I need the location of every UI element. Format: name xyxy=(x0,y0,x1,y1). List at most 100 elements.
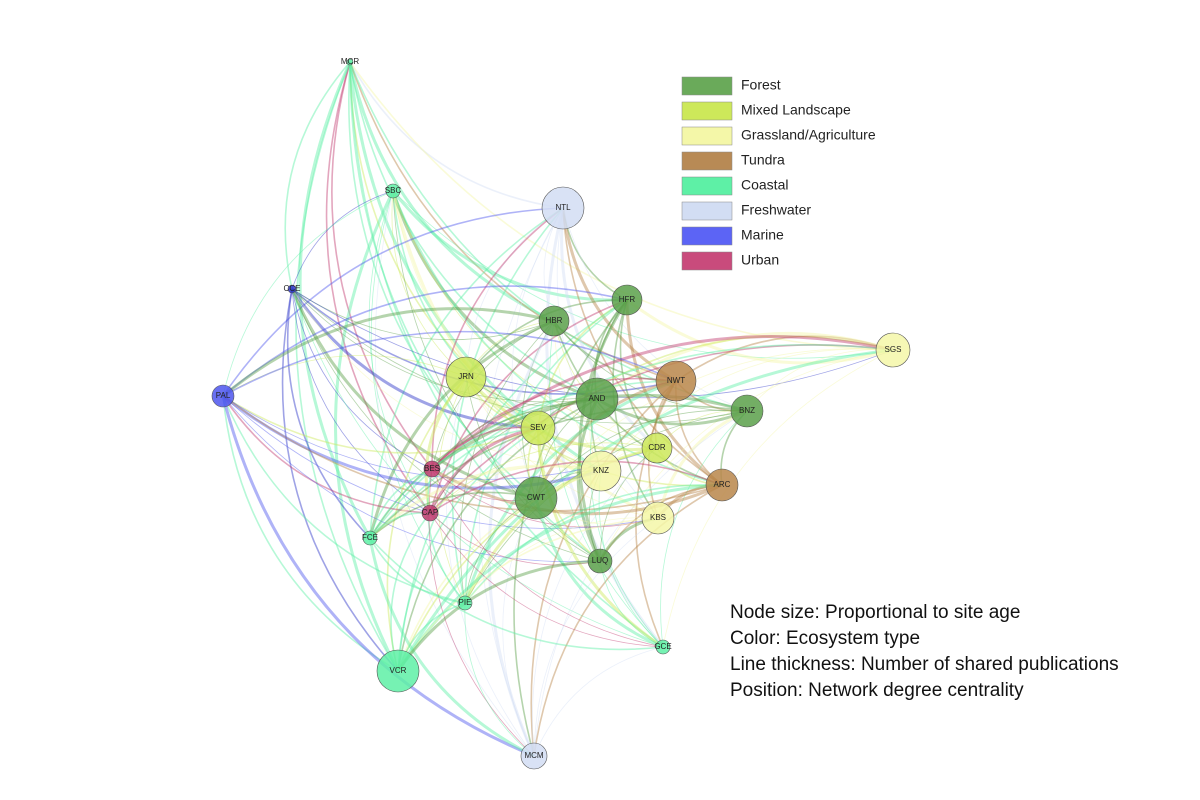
edge xyxy=(369,207,564,539)
edge xyxy=(675,335,894,382)
nodes: MCR SBC NTL CCE HFR HBR SGS JRN NWT AND PAL BNZ SEV C… xyxy=(211,57,911,770)
node xyxy=(287,284,297,294)
edge xyxy=(222,307,555,398)
edge xyxy=(502,497,537,757)
edge xyxy=(281,288,399,672)
edge xyxy=(612,299,659,519)
edge xyxy=(431,468,659,528)
edge xyxy=(530,380,677,757)
node-label: NTL xyxy=(555,203,571,212)
node xyxy=(611,284,643,316)
edge xyxy=(349,61,598,400)
edge xyxy=(222,395,399,672)
edge xyxy=(560,207,659,450)
node xyxy=(211,384,235,408)
edge xyxy=(397,427,539,672)
edge xyxy=(348,61,537,499)
legend-label: Tundra xyxy=(741,152,785,168)
edge xyxy=(429,299,628,514)
edge xyxy=(626,298,894,365)
edge xyxy=(291,288,602,472)
legend-swatch xyxy=(681,226,733,246)
node xyxy=(655,639,671,655)
edge xyxy=(349,61,564,209)
edge xyxy=(369,398,598,539)
edge xyxy=(465,376,659,519)
edge xyxy=(349,61,677,382)
node xyxy=(705,468,739,502)
edge xyxy=(561,207,677,383)
edge xyxy=(331,61,433,470)
edge xyxy=(429,344,894,514)
edge xyxy=(431,398,598,470)
node xyxy=(423,460,441,478)
edge xyxy=(222,354,467,397)
edges xyxy=(221,61,894,758)
legend-label: Forest xyxy=(741,77,781,93)
edge xyxy=(222,285,628,397)
edge xyxy=(487,320,556,757)
node xyxy=(641,432,673,464)
edge xyxy=(464,517,659,604)
node xyxy=(346,58,354,66)
edge xyxy=(521,320,555,499)
edge xyxy=(662,349,894,648)
note: Node size: Proportional to site age xyxy=(730,602,1020,623)
node-label: BES xyxy=(424,464,440,473)
edge xyxy=(513,299,628,757)
edge xyxy=(429,465,602,514)
note: Position: Network degree centrality xyxy=(730,680,1024,701)
edge xyxy=(386,376,467,672)
legend-label: Mixed Landscape xyxy=(741,102,851,118)
node-label: CAP xyxy=(422,508,438,517)
edge xyxy=(556,207,659,519)
edge xyxy=(291,288,555,341)
node-label: LUQ xyxy=(592,556,608,565)
legend-label: Coastal xyxy=(741,177,788,193)
edge xyxy=(349,61,894,351)
node xyxy=(520,742,548,770)
edge xyxy=(348,61,555,323)
node xyxy=(655,360,697,402)
edge xyxy=(392,190,539,429)
edge xyxy=(334,190,400,672)
node-label: AND xyxy=(589,394,606,403)
node-label: HFR xyxy=(619,295,636,304)
edge xyxy=(511,207,564,499)
edge xyxy=(392,190,723,486)
edge xyxy=(221,395,535,758)
node xyxy=(362,530,378,546)
node-label: VCR xyxy=(390,666,407,675)
node-label: MCM xyxy=(524,751,543,760)
edge xyxy=(369,537,664,651)
edge xyxy=(429,512,664,648)
node-label: SBC xyxy=(385,186,402,195)
node xyxy=(580,450,622,492)
edge xyxy=(549,320,664,648)
edge xyxy=(368,190,431,514)
legend-swatch xyxy=(681,251,733,271)
edge xyxy=(291,288,598,403)
legend-swatch xyxy=(681,126,733,146)
legend-label: Freshwater xyxy=(741,202,811,218)
edge xyxy=(291,190,394,290)
edge xyxy=(391,190,467,378)
edge xyxy=(369,491,537,539)
node xyxy=(421,504,439,522)
edge xyxy=(222,395,601,563)
node xyxy=(641,501,675,535)
edge xyxy=(369,427,539,539)
node-label: CWT xyxy=(527,493,545,502)
node-label: PIE xyxy=(459,598,472,607)
legend-label: Urban xyxy=(741,252,779,268)
node-label: SGS xyxy=(885,345,902,354)
edge xyxy=(369,537,466,604)
edge xyxy=(349,61,539,429)
edge xyxy=(429,398,598,514)
edge xyxy=(368,319,555,539)
edge xyxy=(369,380,677,539)
legend-swatch xyxy=(681,76,733,96)
edge xyxy=(397,398,598,672)
edge xyxy=(426,468,466,604)
